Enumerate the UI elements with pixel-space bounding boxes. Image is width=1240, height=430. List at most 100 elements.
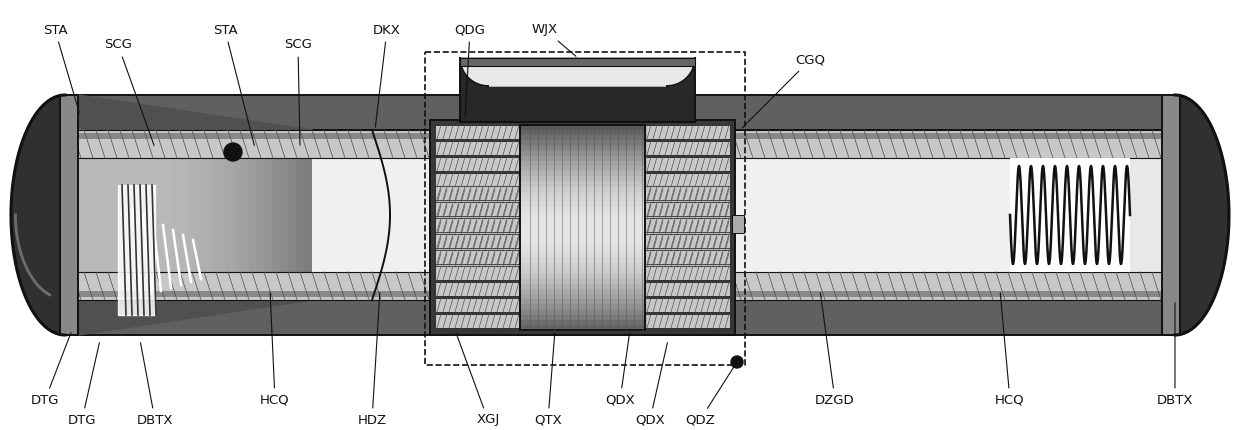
Text: SCG: SCG	[284, 39, 312, 145]
Bar	[645, 282, 730, 296]
Polygon shape	[149, 138, 156, 292]
Bar	[1011, 158, 1130, 272]
Polygon shape	[1176, 95, 1229, 335]
Polygon shape	[249, 150, 258, 280]
Bar	[435, 205, 520, 219]
Text: CGQ: CGQ	[742, 53, 825, 128]
Polygon shape	[211, 146, 218, 284]
Bar	[60, 95, 78, 335]
Bar	[645, 266, 730, 280]
Polygon shape	[164, 140, 171, 290]
Text: QDX: QDX	[605, 333, 635, 406]
Polygon shape	[242, 150, 249, 280]
Polygon shape	[296, 156, 304, 274]
Polygon shape	[78, 95, 312, 158]
Bar	[435, 189, 520, 203]
Text: DKX: DKX	[373, 24, 401, 127]
Text: QDZ: QDZ	[686, 364, 735, 427]
Polygon shape	[218, 147, 226, 283]
Text: QTX: QTX	[534, 333, 562, 427]
Text: STA: STA	[42, 24, 79, 112]
Bar	[435, 253, 520, 267]
Polygon shape	[234, 149, 242, 281]
Bar	[732, 215, 744, 233]
Bar	[645, 221, 730, 235]
Bar	[430, 120, 735, 335]
Bar	[312, 158, 1050, 272]
Bar	[435, 218, 520, 232]
Bar	[645, 205, 730, 219]
Bar	[645, 253, 730, 267]
Bar	[435, 234, 520, 248]
Text: DZGD: DZGD	[815, 293, 854, 406]
Text: SCG: SCG	[104, 39, 154, 145]
Polygon shape	[118, 185, 155, 315]
Polygon shape	[86, 131, 93, 299]
Text: WJX: WJX	[532, 24, 575, 56]
Bar	[435, 186, 520, 200]
Text: HDZ: HDZ	[357, 293, 387, 427]
Bar	[645, 125, 730, 139]
Bar	[645, 173, 730, 187]
Polygon shape	[133, 137, 140, 293]
Polygon shape	[280, 154, 289, 276]
Bar	[520, 125, 645, 330]
Bar	[435, 266, 520, 280]
Polygon shape	[93, 132, 102, 298]
Text: QDX: QDX	[635, 343, 667, 427]
Circle shape	[732, 356, 743, 368]
Bar	[435, 141, 520, 155]
Polygon shape	[460, 58, 694, 86]
Polygon shape	[273, 154, 280, 276]
Text: QDG: QDG	[455, 24, 485, 117]
Polygon shape	[187, 143, 195, 287]
Polygon shape	[265, 152, 273, 278]
Polygon shape	[156, 139, 164, 291]
Text: STA: STA	[213, 24, 254, 145]
Polygon shape	[171, 141, 180, 289]
Polygon shape	[109, 134, 117, 296]
Bar	[435, 314, 520, 328]
Polygon shape	[102, 133, 109, 297]
Bar	[460, 58, 694, 66]
Bar	[60, 130, 1180, 300]
Circle shape	[224, 143, 242, 161]
Text: DTG: DTG	[31, 332, 71, 406]
Polygon shape	[117, 135, 125, 295]
Polygon shape	[203, 145, 211, 285]
Bar	[645, 186, 730, 200]
Bar	[645, 250, 730, 264]
Bar	[460, 58, 694, 122]
Bar	[435, 157, 520, 171]
Bar	[69, 130, 1171, 158]
Bar	[645, 202, 730, 216]
Bar	[645, 314, 730, 328]
Polygon shape	[195, 144, 203, 286]
Bar	[435, 298, 520, 312]
Polygon shape	[226, 148, 234, 282]
Bar	[645, 234, 730, 248]
Polygon shape	[11, 95, 64, 335]
Bar	[645, 157, 730, 171]
Bar	[435, 202, 520, 216]
Bar	[69, 291, 1171, 297]
Polygon shape	[125, 135, 133, 295]
Polygon shape	[289, 155, 296, 275]
Bar	[69, 133, 1171, 139]
Text: DBTX: DBTX	[1157, 303, 1193, 406]
Text: HCQ: HCQ	[996, 293, 1024, 406]
Text: HCQ: HCQ	[260, 293, 290, 406]
Polygon shape	[180, 142, 187, 288]
Bar	[435, 173, 520, 187]
Bar	[645, 218, 730, 232]
Bar	[435, 282, 520, 296]
Bar	[435, 237, 520, 251]
Bar	[425, 52, 745, 365]
Text: XGJ: XGJ	[456, 333, 500, 427]
Bar	[645, 189, 730, 203]
Bar	[435, 125, 520, 139]
Bar	[1162, 95, 1180, 335]
Bar	[60, 300, 1180, 335]
Polygon shape	[258, 151, 265, 279]
Polygon shape	[78, 130, 86, 300]
